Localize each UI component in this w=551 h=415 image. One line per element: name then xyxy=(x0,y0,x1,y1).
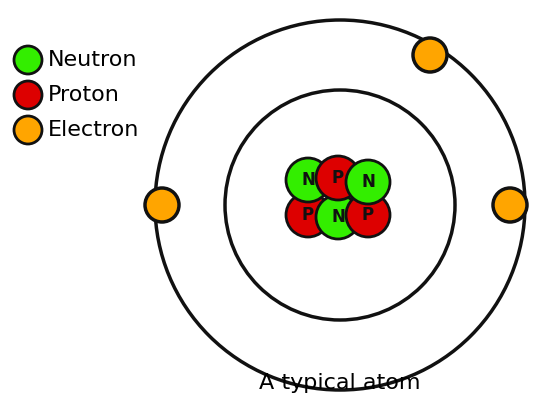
Circle shape xyxy=(346,160,390,204)
Text: N: N xyxy=(361,173,375,191)
Circle shape xyxy=(14,81,42,109)
Circle shape xyxy=(286,158,330,202)
Text: A typical atom: A typical atom xyxy=(260,373,421,393)
Circle shape xyxy=(14,116,42,144)
Circle shape xyxy=(145,188,179,222)
Circle shape xyxy=(316,156,360,200)
Circle shape xyxy=(346,193,390,237)
Circle shape xyxy=(14,46,42,74)
Text: Electron: Electron xyxy=(48,120,139,140)
Text: N: N xyxy=(331,208,345,226)
Text: N: N xyxy=(301,171,315,189)
Circle shape xyxy=(493,188,527,222)
Text: E: E xyxy=(156,196,168,214)
Text: P: P xyxy=(332,169,344,187)
Text: E: E xyxy=(424,46,436,64)
Text: Proton: Proton xyxy=(48,85,120,105)
Text: P: P xyxy=(302,206,314,224)
Circle shape xyxy=(286,193,330,237)
Text: Neutron: Neutron xyxy=(48,50,138,70)
Circle shape xyxy=(413,38,447,72)
Text: E: E xyxy=(504,196,516,214)
Circle shape xyxy=(316,195,360,239)
Text: P: P xyxy=(362,206,374,224)
